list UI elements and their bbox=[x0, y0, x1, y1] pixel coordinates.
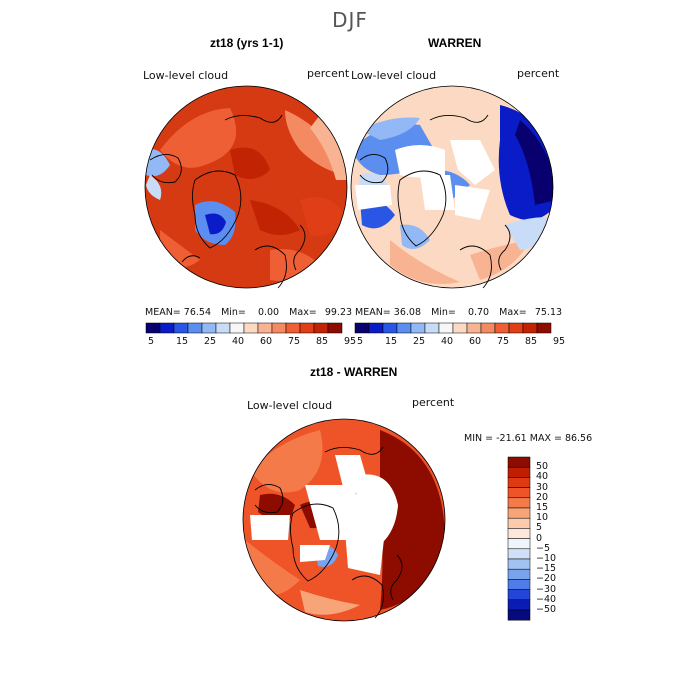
colorbar-tick-label: 60 bbox=[469, 336, 481, 347]
colorbar-swatch bbox=[411, 323, 425, 333]
colorbar-swatch bbox=[202, 323, 216, 333]
colorbar-swatch bbox=[508, 569, 530, 579]
colorbar-swatch bbox=[453, 323, 467, 333]
colorbar-swatch bbox=[508, 590, 530, 600]
colorbar-swatch bbox=[286, 323, 300, 333]
colorbar-tick-label: 5 bbox=[357, 336, 363, 347]
colorbar-swatch bbox=[244, 323, 258, 333]
panel-2-map bbox=[351, 86, 560, 288]
colorbar-tick-label: 40 bbox=[441, 336, 453, 347]
colorbar-swatch bbox=[160, 323, 174, 333]
colorbar-swatch bbox=[216, 323, 230, 333]
colorbar-swatch bbox=[369, 323, 383, 333]
colorbar-tick-label: 95 bbox=[553, 336, 565, 347]
colorbar-swatch bbox=[328, 323, 342, 333]
colorbar-swatch bbox=[272, 323, 286, 333]
colorbar-swatch bbox=[508, 559, 530, 569]
colorbar-swatch bbox=[467, 323, 481, 333]
colorbar-swatch bbox=[508, 477, 530, 487]
colorbar-swatch bbox=[258, 323, 272, 333]
colorbar-tick-label: 85 bbox=[316, 336, 328, 347]
colorbar-tick-label: 15 bbox=[385, 336, 397, 347]
colorbar-tick-label: 95 bbox=[344, 336, 356, 347]
panel-1-map bbox=[145, 86, 348, 288]
panel-1-colorbar bbox=[146, 323, 342, 333]
colorbar-swatch bbox=[508, 457, 530, 467]
colorbar-tick-label: 75 bbox=[497, 336, 509, 347]
colorbar-tick-label: 40 bbox=[232, 336, 244, 347]
colorbar-swatch bbox=[508, 488, 530, 498]
colorbar-swatch bbox=[508, 610, 530, 620]
colorbar-tick-label: 25 bbox=[413, 336, 425, 347]
colorbar-swatch bbox=[508, 549, 530, 559]
colorbar-swatch bbox=[537, 323, 551, 333]
panel-3-colorbar bbox=[508, 457, 530, 620]
colorbar-tick-label: −50 bbox=[536, 604, 556, 615]
panel-2-colorbar bbox=[355, 323, 551, 333]
colorbar-swatch bbox=[508, 498, 530, 508]
colorbar-swatch bbox=[508, 518, 530, 528]
colorbar-swatch bbox=[495, 323, 509, 333]
colorbar-swatch bbox=[523, 323, 537, 333]
colorbar-swatch bbox=[146, 323, 160, 333]
panel-3-map bbox=[243, 419, 445, 621]
colorbar-swatch bbox=[383, 323, 397, 333]
colorbar-tick-label: 85 bbox=[525, 336, 537, 347]
colorbar-tick-label: 5 bbox=[148, 336, 154, 347]
colorbar-tick-label: 75 bbox=[288, 336, 300, 347]
colorbar-swatch bbox=[300, 323, 314, 333]
colorbar-tick-label: 15 bbox=[176, 336, 188, 347]
colorbar-swatch bbox=[174, 323, 188, 333]
colorbar-swatch bbox=[439, 323, 453, 333]
colorbar-swatch bbox=[508, 539, 530, 549]
colorbar-swatch bbox=[425, 323, 439, 333]
colorbar-swatch bbox=[508, 600, 530, 610]
colorbar-swatch bbox=[508, 508, 530, 518]
colorbar-swatch bbox=[397, 323, 411, 333]
colorbar-swatch bbox=[509, 323, 523, 333]
colorbar-tick-label: 60 bbox=[260, 336, 272, 347]
colorbar-swatch bbox=[508, 579, 530, 589]
colorbar-tick-label: 25 bbox=[204, 336, 216, 347]
colorbar-swatch bbox=[314, 323, 328, 333]
colorbar-swatch bbox=[481, 323, 495, 333]
colorbar-swatch bbox=[355, 323, 369, 333]
colorbar-swatch bbox=[508, 528, 530, 538]
colorbar-swatch bbox=[230, 323, 244, 333]
colorbar-swatch bbox=[188, 323, 202, 333]
colorbar-swatch bbox=[508, 467, 530, 477]
